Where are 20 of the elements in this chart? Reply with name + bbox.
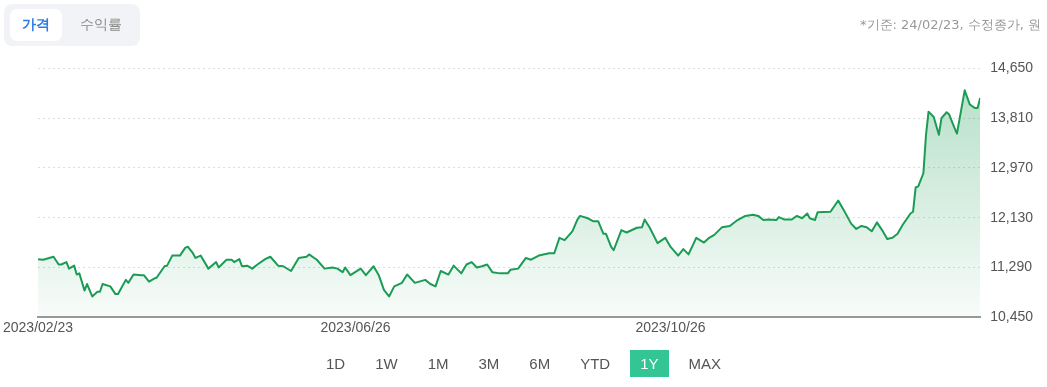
text: MAX <box>687 354 723 374</box>
y-tick-label: 10,450 <box>990 308 1034 325</box>
x-tick-label: 2023/10/26 <box>635 319 706 336</box>
text: 1M <box>426 354 450 374</box>
chart-subtitle: *기준: 24/02/23, 수정종가, 원 <box>860 16 1041 34</box>
text: 3M <box>477 354 501 374</box>
y-tick-label: 12,970 <box>990 158 1034 175</box>
y-tick-label: 11,290 <box>990 258 1033 275</box>
x-tick-label: 2023/02/23 <box>3 319 74 336</box>
text: 가격 <box>10 9 62 41</box>
y-tick-label: 14,650 <box>990 59 1034 76</box>
x-tick-label: 2023/06/26 <box>320 319 391 336</box>
text: 6M <box>528 354 552 374</box>
text: 1D <box>324 354 347 374</box>
text: 수익률 <box>79 15 123 34</box>
text: YTD <box>579 354 612 374</box>
text: 1Y <box>630 350 669 377</box>
y-tick-label: 12,130 <box>990 208 1034 225</box>
text: 1W <box>374 354 399 374</box>
y-tick-label: 13,810 <box>990 109 1034 126</box>
